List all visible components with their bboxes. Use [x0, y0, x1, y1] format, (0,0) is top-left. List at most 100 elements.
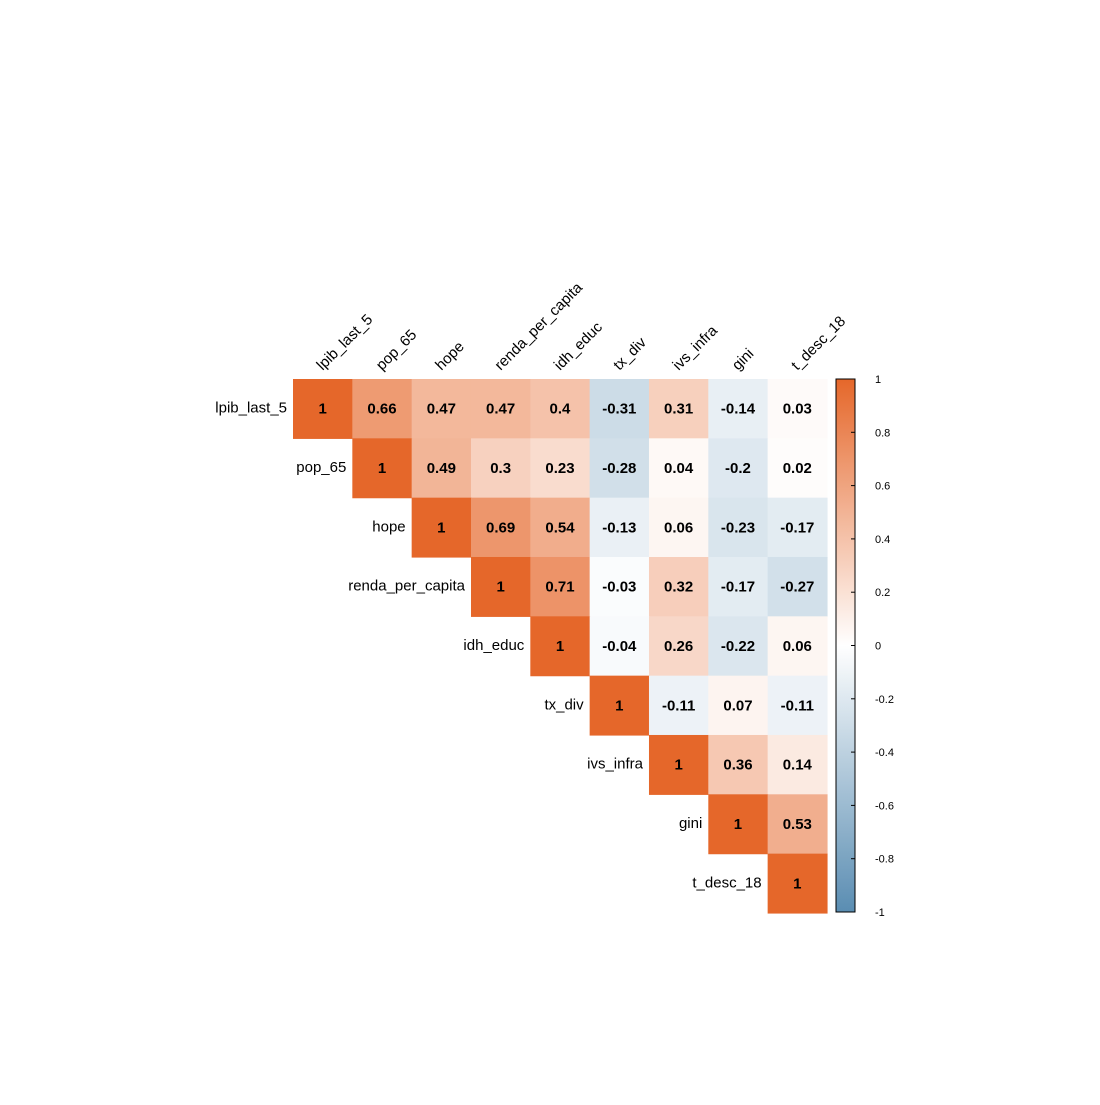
cell-value-label: 0.36	[723, 757, 752, 774]
heatmap-cell-lpib_last_5-t_desc_18	[767, 379, 828, 439]
heatmap-cell-lpib_last_5-ivs_infra	[648, 379, 709, 439]
heatmap-cell-lpib_last_5-idh_educ	[530, 379, 591, 439]
row-label-renda_per_capita: renda_per_capita	[348, 578, 465, 595]
colorbar-tick-label: 0.6	[875, 481, 890, 493]
heatmap-cell-idh_educ-t_desc_18	[767, 616, 828, 677]
row-label-pop_65: pop_65	[296, 459, 346, 476]
heatmap-cell-t_desc_18-t_desc_18	[767, 853, 828, 914]
colorbar-tick-label: -0.6	[875, 800, 894, 812]
colorbar-tick-label: -0.8	[875, 854, 894, 866]
cell-value-label: 0.14	[783, 757, 813, 774]
heatmap-cell-hope-tx_div	[589, 497, 650, 558]
cell-value-label: -0.04	[602, 638, 637, 655]
heatmap-cell-idh_educ-tx_div	[589, 616, 650, 677]
cell-value-label: 1	[378, 460, 386, 477]
colorbar-tick-label: 0.4	[875, 534, 890, 546]
column-label-idh_educ: idh_educ	[551, 318, 606, 373]
column-label-pop_65: pop_65	[373, 326, 420, 373]
cell-value-label: -0.2	[725, 460, 751, 477]
heatmap-cell-tx_div-ivs_infra	[648, 675, 709, 736]
column-label-gini: gini	[729, 345, 758, 374]
heatmap-cell-renda_per_capita-gini	[708, 556, 769, 617]
heatmap-cell-tx_div-t_desc_18	[767, 675, 828, 736]
heatmap-cell-pop_65-ivs_infra	[648, 438, 709, 499]
cell-value-label: 0.71	[545, 579, 574, 596]
cell-value-label: 0.03	[783, 401, 812, 418]
cell-value-label: 1	[615, 697, 623, 714]
cell-value-label: 0.53	[783, 816, 812, 833]
cell-value-label: 0.04	[664, 460, 694, 477]
heatmap-cell-hope-renda_per_capita	[470, 497, 531, 558]
cell-value-label: -0.11	[781, 697, 814, 714]
heatmap-cell-pop_65-hope	[411, 438, 472, 499]
heatmap-cell-idh_educ-ivs_infra	[648, 616, 709, 677]
heatmap-cell-pop_65-renda_per_capita	[470, 438, 531, 499]
heatmap-cell-ivs_infra-ivs_infra	[648, 734, 709, 795]
column-label-lpib_last_5: lpib_last_5	[313, 311, 376, 374]
row-label-ivs_infra: ivs_infra	[587, 756, 644, 773]
heatmap-cell-hope-t_desc_18	[767, 497, 828, 558]
cell-value-label: 0.47	[427, 401, 456, 418]
heatmap-cell-idh_educ-idh_educ	[530, 616, 591, 677]
row-label-lpib_last_5: lpib_last_5	[215, 400, 287, 417]
cell-value-label: 1	[674, 757, 682, 774]
cell-value-label: 1	[556, 638, 564, 655]
heatmap-cell-renda_per_capita-idh_educ	[530, 556, 591, 617]
heatmap-cell-renda_per_capita-ivs_infra	[648, 556, 709, 617]
colorbar-tick-label: 0	[875, 641, 881, 653]
cell-value-label: -0.27	[780, 579, 814, 596]
heatmap-cell-ivs_infra-t_desc_18	[767, 734, 828, 795]
cell-value-label: 0.66	[367, 401, 396, 418]
cell-value-label: 0.26	[664, 638, 693, 655]
cell-value-label: 0.02	[783, 460, 812, 477]
cell-value-label: -0.03	[602, 579, 636, 596]
cell-value-label: 0.32	[664, 579, 693, 596]
colorbar-tick-label: 0.8	[875, 427, 890, 439]
cell-value-label: -0.31	[602, 401, 636, 418]
cell-value-label: 0.07	[723, 697, 752, 714]
cell-value-label: 0.3	[490, 460, 511, 477]
heatmap-cell-gini-gini	[708, 794, 769, 855]
cell-value-label: 1	[793, 875, 801, 892]
heatmap-cell-lpib_last_5-lpib_last_5	[293, 379, 353, 439]
cell-value-label: 0.31	[664, 401, 693, 418]
colorbar-tick-label: -0.2	[875, 694, 894, 706]
heatmap-cell-renda_per_capita-renda_per_capita	[470, 556, 531, 617]
row-label-idh_educ: idh_educ	[463, 637, 524, 654]
cell-value-label: -0.13	[602, 519, 636, 536]
heatmap-cell-pop_65-pop_65	[352, 438, 413, 499]
heatmap-cell-lpib_last_5-hope	[411, 379, 472, 439]
row-label-tx_div: tx_div	[544, 696, 584, 713]
cell-value-label: 0.4	[550, 401, 572, 418]
row-label-t_desc_18: t_desc_18	[692, 874, 761, 891]
cell-value-label: -0.11	[662, 697, 695, 714]
cell-value-label: 1	[318, 401, 326, 418]
heatmap-cell-hope-hope	[411, 497, 472, 558]
heatmap-cell-ivs_infra-gini	[708, 734, 769, 795]
column-label-hope: hope	[432, 338, 468, 374]
cell-value-label: 0.23	[545, 460, 574, 477]
colorbar-tick-label: 0.2	[875, 587, 890, 599]
cell-value-label: 1	[437, 519, 445, 536]
cell-value-label: 0.47	[486, 401, 515, 418]
heatmap-cell-lpib_last_5-gini	[708, 379, 769, 439]
cell-value-label: 0.06	[783, 638, 812, 655]
heatmap-cell-lpib_last_5-tx_div	[589, 379, 650, 439]
heatmap-cell-lpib_last_5-pop_65	[352, 379, 413, 439]
row-label-gini: gini	[679, 815, 702, 832]
cell-value-label: -0.14	[721, 401, 756, 418]
heatmap-cell-pop_65-t_desc_18	[767, 438, 828, 499]
cell-value-label: 0.54	[545, 519, 575, 536]
cell-value-label: 0.49	[427, 460, 456, 477]
column-label-tx_div: tx_div	[610, 334, 650, 374]
cell-value-label: -0.28	[602, 460, 636, 477]
cells-layer: 1 0.66 0.47 0.47 0.4 -0.31 0.31 -0.14 0.031 0.49 0…	[293, 379, 828, 914]
heatmap-cell-idh_educ-gini	[708, 616, 769, 677]
heatmap-cell-pop_65-idh_educ	[530, 438, 591, 499]
column-label-ivs_infra: ivs_infra	[669, 322, 721, 374]
cell-value-label: 0.69	[486, 519, 515, 536]
heatmap-cell-hope-gini	[708, 497, 769, 558]
heatmap-cell-renda_per_capita-t_desc_18	[767, 556, 828, 617]
